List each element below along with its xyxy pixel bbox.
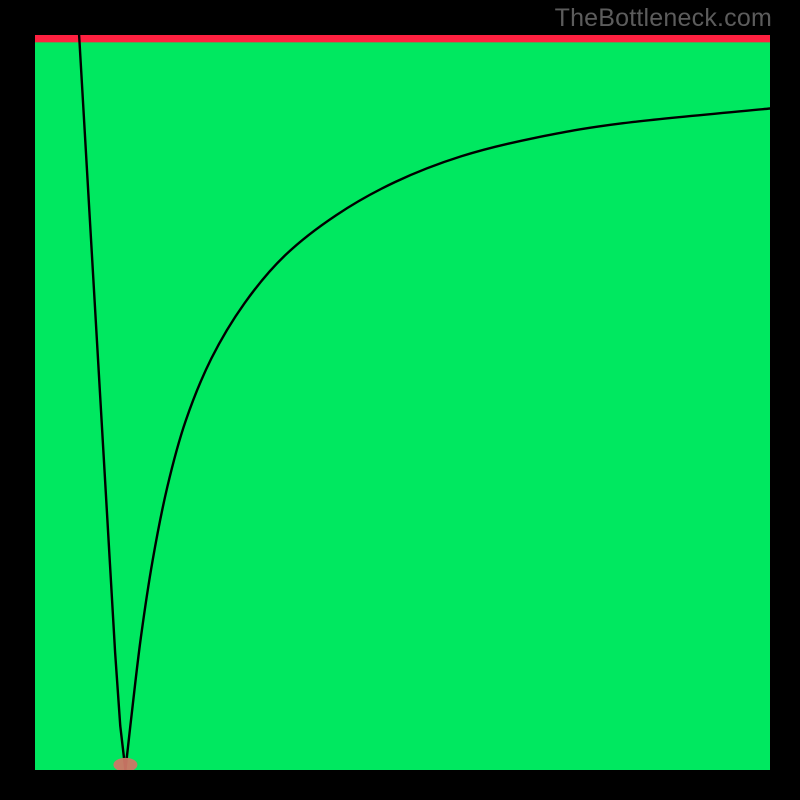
bottleneck-chart bbox=[35, 35, 770, 770]
bottom-green-strip bbox=[35, 42, 770, 770]
watermark-text: TheBottleneck.com bbox=[555, 4, 772, 33]
chart-frame: TheBottleneck.com bbox=[0, 0, 800, 800]
